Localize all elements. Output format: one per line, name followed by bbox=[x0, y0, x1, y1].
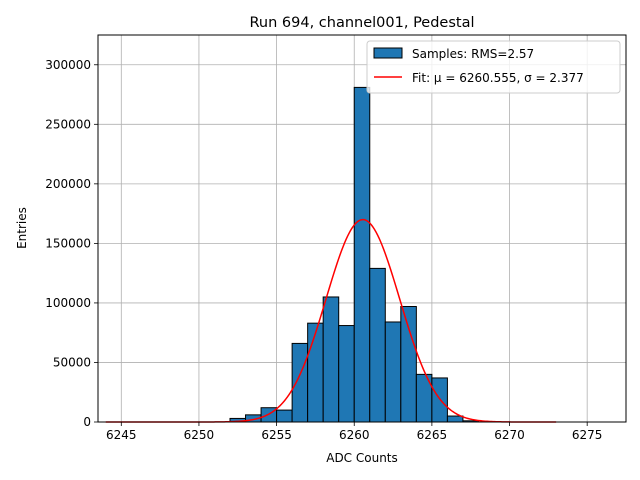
x-tick-label: 6275 bbox=[572, 428, 603, 442]
y-tick-label: 100000 bbox=[45, 296, 91, 310]
x-axis-ticks: 6245 6250 6255 6260 6265 6270 6275 bbox=[106, 422, 602, 442]
x-axis-label: ADC Counts bbox=[326, 451, 398, 465]
histogram-bar bbox=[322, 296, 340, 423]
y-tick-label: 0 bbox=[83, 415, 91, 429]
histogram-bar bbox=[369, 267, 386, 423]
chart-title: Run 694, channel001, Pedestal bbox=[249, 15, 474, 31]
y-tick-label: 300000 bbox=[45, 58, 91, 72]
histogram-bar bbox=[384, 321, 402, 423]
x-tick-label: 6255 bbox=[261, 428, 292, 442]
x-tick-label: 6250 bbox=[184, 428, 215, 442]
histogram-bar bbox=[276, 409, 293, 423]
histogram-bar bbox=[338, 325, 355, 423]
x-tick-label: 6265 bbox=[417, 428, 448, 442]
legend-label-samples: Samples: RMS=2.57 bbox=[412, 47, 534, 61]
x-tick-label: 6270 bbox=[494, 428, 525, 442]
y-tick-label: 250000 bbox=[45, 117, 91, 131]
histogram-bar bbox=[431, 377, 448, 423]
histogram-bar bbox=[307, 322, 324, 423]
y-axis-ticks: 0 50000 100000 150000 200000 250000 300000 bbox=[45, 58, 98, 429]
y-tick-label: 50000 bbox=[53, 355, 91, 369]
y-axis-label: Entries bbox=[15, 207, 29, 249]
plot-frame bbox=[97, 34, 627, 423]
x-tick-label: 6245 bbox=[106, 428, 137, 442]
y-tick-label: 200000 bbox=[45, 177, 91, 191]
legend-swatch-samples bbox=[373, 47, 403, 59]
y-tick-label: 150000 bbox=[45, 236, 91, 250]
histogram-bar bbox=[353, 86, 371, 423]
legend-box bbox=[366, 40, 621, 94]
histogram-bars bbox=[229, 86, 479, 423]
histogram-bar bbox=[291, 342, 309, 423]
histogram-bar bbox=[400, 305, 417, 423]
legend-label-fit: Fit: μ = 6260.555, σ = 2.377 bbox=[412, 71, 584, 85]
histogram-bar bbox=[446, 415, 464, 423]
x-tick-label: 6260 bbox=[339, 428, 370, 442]
legend: Samples: RMS=2.57 Fit: μ = 6260.555, σ =… bbox=[366, 40, 621, 94]
